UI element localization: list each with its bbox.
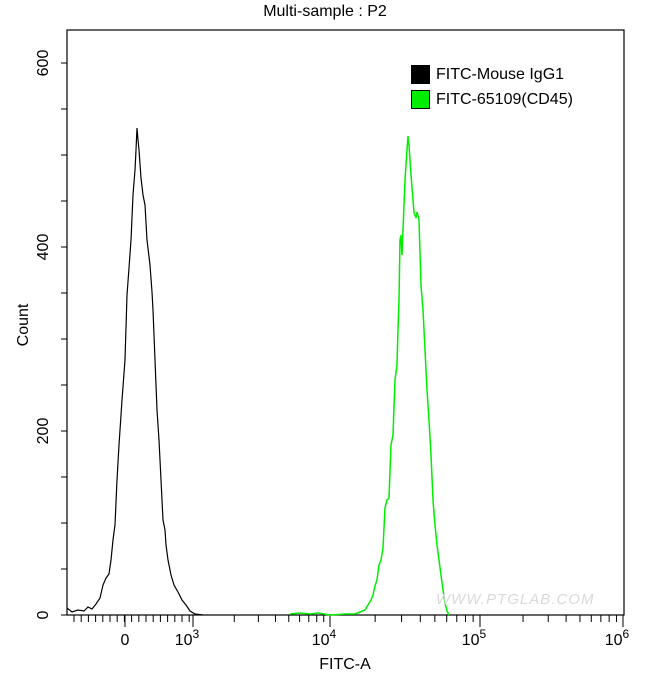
legend-swatch-green-icon (411, 90, 430, 109)
svg-text:103: 103 (175, 627, 200, 649)
chart-title: Multi-sample : P2 (263, 3, 387, 20)
plot-frame (66, 29, 625, 616)
svg-text:0: 0 (35, 610, 52, 619)
svg-text:400: 400 (35, 234, 52, 261)
series-isotype-control-curve (66, 127, 204, 616)
legend-label: FITC-65109(CD45) (436, 90, 573, 108)
svg-text:104: 104 (312, 627, 337, 649)
x-axis-tick-labels: 0 103 104 105 106 (121, 627, 630, 649)
svg-text:0: 0 (121, 632, 130, 649)
svg-text:200: 200 (35, 418, 52, 445)
svg-text:105: 105 (462, 627, 487, 649)
legend-item-cd45: FITC-65109(CD45) (411, 87, 573, 112)
y-axis-ticks (61, 62, 67, 616)
svg-text:600: 600 (35, 50, 52, 77)
series-cd45-curve (289, 135, 450, 616)
y-axis-label: Count (15, 303, 32, 347)
legend-item-isotype: FITC-Mouse IgG1 (411, 62, 573, 87)
legend-swatch-black-icon (411, 65, 430, 84)
x-axis-ticks (73, 615, 624, 627)
legend: FITC-Mouse IgG1 FITC-65109(CD45) (411, 62, 573, 112)
svg-text:106: 106 (605, 627, 630, 649)
legend-label: FITC-Mouse IgG1 (436, 65, 565, 83)
x-axis-label: FITC-A (319, 656, 371, 673)
y-axis-tick-labels: 0 200 400 600 (35, 50, 52, 620)
watermark: WWW.PTGLAB.COM (436, 591, 595, 608)
